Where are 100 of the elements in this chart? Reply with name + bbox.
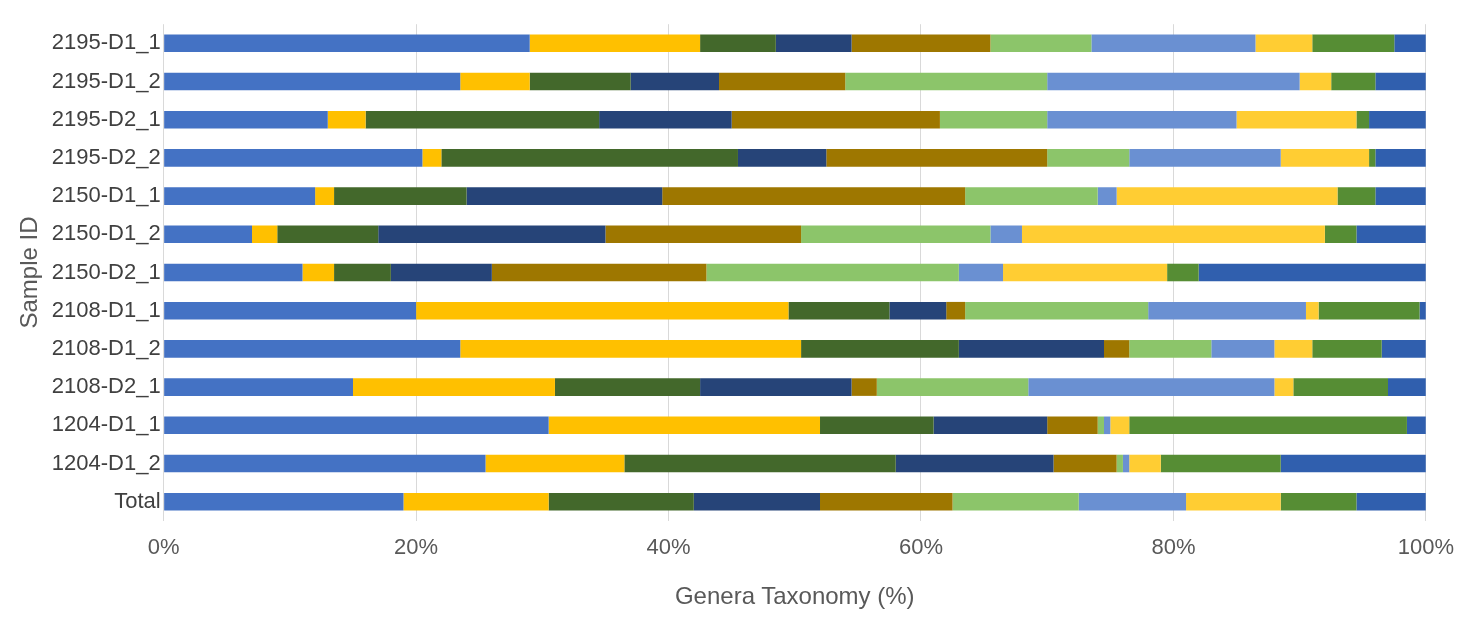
bar [1116, 187, 1338, 205]
bar [1047, 72, 1300, 91]
bar [1160, 454, 1281, 473]
bar [1129, 340, 1212, 358]
bar [889, 301, 947, 320]
bar [662, 187, 966, 205]
x-tick-label: 0% [147, 534, 180, 560]
y-tick-label: 2195-D2_1 [51, 105, 161, 131]
bar [252, 225, 278, 244]
bar [164, 263, 303, 282]
bar [1299, 72, 1332, 91]
bar [529, 72, 631, 91]
bar [801, 340, 959, 358]
y-tick-label: 2195-D1_2 [51, 67, 161, 93]
bar [1091, 34, 1256, 53]
bar [1255, 34, 1313, 53]
y-tick-label: 1204-D1_2 [51, 449, 161, 475]
bar [820, 492, 953, 511]
bar [1053, 454, 1117, 473]
bar [1097, 187, 1117, 205]
bar [700, 34, 776, 53]
bar [390, 263, 492, 282]
bar [529, 34, 701, 53]
y-tick-label: 2195-D1_1 [51, 29, 161, 55]
bar [1324, 225, 1357, 244]
bar [164, 72, 461, 91]
bar [1028, 378, 1275, 396]
bar [1381, 340, 1426, 358]
y-tick-label: 2150-D1_2 [51, 220, 161, 246]
bar [1312, 34, 1395, 53]
bar [1369, 110, 1426, 129]
bar [952, 492, 1079, 511]
bar [460, 340, 802, 358]
x-axis-title: Genera Taxonomy (%) [674, 582, 915, 610]
bar [820, 416, 934, 435]
x-tick-label: 80% [1151, 534, 1196, 560]
bar [1236, 110, 1357, 129]
bar [1148, 301, 1306, 320]
bar [958, 263, 1004, 282]
bar [1021, 225, 1325, 244]
bar [845, 72, 1048, 91]
y-tick-label: Total [114, 487, 161, 513]
bar [1129, 416, 1407, 435]
bar [1129, 454, 1161, 473]
bar [1318, 301, 1420, 320]
bar [599, 110, 732, 129]
bar [1274, 340, 1313, 358]
bar [775, 34, 852, 53]
bar [164, 492, 404, 511]
bar [624, 454, 896, 473]
bar [1394, 34, 1426, 53]
bar [315, 187, 335, 205]
bar [164, 149, 423, 167]
bar [164, 301, 417, 320]
bar [826, 149, 1048, 167]
bar [164, 340, 461, 358]
bar [1122, 454, 1130, 473]
y-tick-label: 2108-D1_2 [51, 334, 161, 360]
bar [1211, 340, 1275, 358]
bar [788, 301, 890, 320]
bar [737, 149, 827, 167]
bar [378, 225, 606, 244]
bar [485, 454, 625, 473]
bar [946, 301, 966, 320]
bar [1110, 416, 1130, 435]
bar [441, 149, 738, 167]
bar [164, 110, 328, 129]
bar [693, 492, 821, 511]
bar [1104, 340, 1130, 358]
bar [1097, 416, 1104, 435]
bar [1369, 149, 1376, 167]
bar [876, 378, 1029, 396]
bar [1406, 416, 1426, 435]
bar [731, 110, 940, 129]
bar [164, 187, 316, 205]
bar [706, 263, 959, 282]
y-tick-label: 2150-D2_1 [51, 258, 161, 284]
bar [491, 263, 707, 282]
bar [164, 454, 486, 473]
bar [990, 225, 1022, 244]
bar [851, 34, 991, 53]
bar [1356, 225, 1426, 244]
bar [1047, 416, 1098, 435]
bar [1293, 378, 1388, 396]
bar [327, 110, 366, 129]
bar [164, 34, 530, 53]
bar [1047, 149, 1130, 167]
bar [1198, 263, 1426, 282]
bar [1274, 378, 1294, 396]
bar [416, 301, 789, 320]
bar [352, 378, 555, 396]
bar [403, 492, 549, 511]
y-tick-label: 2108-D1_1 [51, 296, 161, 322]
bar [1375, 187, 1426, 205]
y-tick-label: 2150-D1_1 [51, 182, 161, 208]
bar [1280, 454, 1426, 473]
bar [965, 301, 1149, 320]
bar [965, 187, 1098, 205]
y-tick-label: 2195-D2_2 [51, 143, 161, 169]
bar [1375, 72, 1426, 91]
